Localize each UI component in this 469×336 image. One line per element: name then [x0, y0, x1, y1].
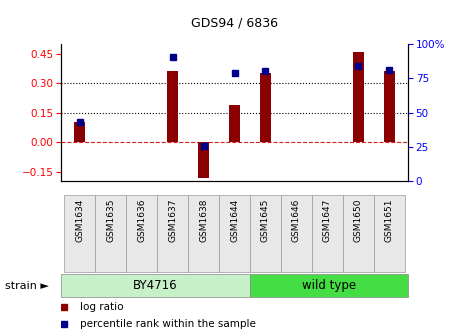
Bar [64, 195, 95, 272]
Text: log ratio: log ratio [80, 302, 123, 312]
Text: GSM1638: GSM1638 [199, 199, 208, 242]
Text: strain ►: strain ► [5, 281, 49, 291]
Bar [312, 195, 343, 272]
Bar [281, 195, 312, 272]
Text: GDS94 / 6836: GDS94 / 6836 [191, 17, 278, 30]
Bar [260, 73, 271, 142]
Bar [61, 274, 250, 297]
Text: wild type: wild type [302, 279, 356, 292]
Bar [384, 71, 395, 142]
Text: GSM1650: GSM1650 [354, 199, 363, 242]
Text: GSM1635: GSM1635 [106, 199, 115, 242]
Bar [353, 51, 364, 142]
Text: GSM1645: GSM1645 [261, 199, 270, 242]
Bar [188, 195, 219, 272]
Text: GSM1644: GSM1644 [230, 199, 239, 242]
Text: BY4716: BY4716 [133, 279, 178, 292]
Bar [219, 195, 250, 272]
Text: GSM1646: GSM1646 [292, 199, 301, 242]
Bar [74, 122, 85, 142]
Text: GSM1636: GSM1636 [137, 199, 146, 242]
Bar [157, 195, 188, 272]
Bar [167, 71, 178, 142]
Bar [229, 105, 240, 142]
Bar [126, 195, 157, 272]
Bar [374, 195, 405, 272]
Text: GSM1637: GSM1637 [168, 199, 177, 242]
Text: GSM1634: GSM1634 [75, 199, 84, 242]
Bar [250, 274, 408, 297]
Bar [343, 195, 374, 272]
Text: GSM1647: GSM1647 [323, 199, 332, 242]
Bar [95, 195, 126, 272]
Bar [198, 142, 209, 177]
Text: percentile rank within the sample: percentile rank within the sample [80, 319, 256, 329]
Bar [250, 195, 281, 272]
Text: GSM1651: GSM1651 [385, 199, 394, 242]
